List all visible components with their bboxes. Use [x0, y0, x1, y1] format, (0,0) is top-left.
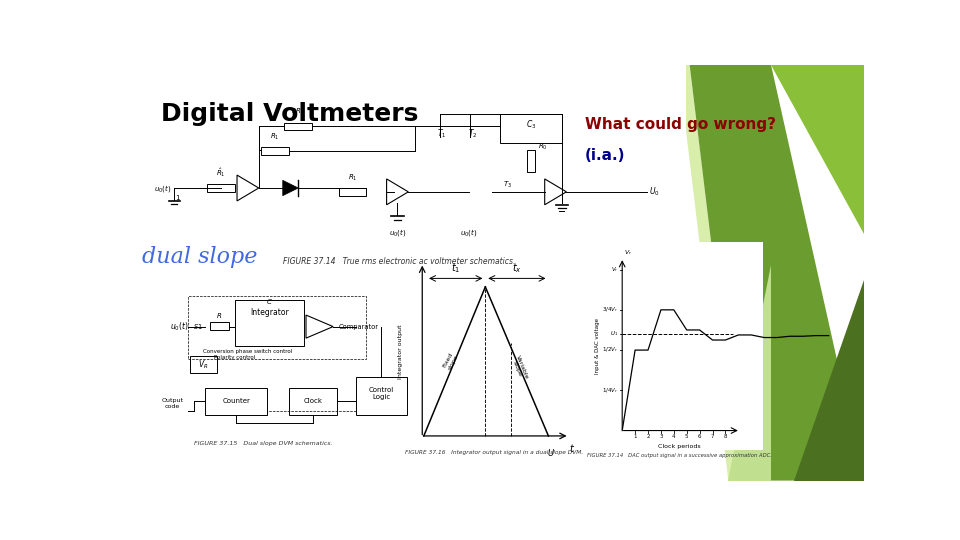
Text: $V_r$: $V_r$ [624, 248, 632, 256]
FancyBboxPatch shape [500, 114, 562, 143]
Text: 6: 6 [698, 434, 702, 440]
Text: 2: 2 [646, 434, 650, 440]
Text: $U$: $U$ [547, 447, 555, 458]
Text: Control
Logic: Control Logic [369, 387, 394, 400]
Text: $u_0(t)$: $u_0(t)$ [170, 320, 188, 333]
Text: dual slope: dual slope [142, 246, 257, 268]
Polygon shape [729, 265, 771, 481]
Polygon shape [283, 180, 299, 195]
Text: 8: 8 [724, 434, 727, 440]
Text: Integrator output: Integrator output [398, 324, 403, 379]
FancyBboxPatch shape [284, 123, 312, 130]
Polygon shape [771, 65, 864, 234]
Text: Digital Voltmeters: Digital Voltmeters [161, 102, 419, 126]
Text: Clock: Clock [303, 399, 323, 404]
Text: $u_0(t)$: $u_0(t)$ [154, 183, 171, 193]
Text: FIGURE 37.15   Dual slope DVM schematics.: FIGURE 37.15 Dual slope DVM schematics. [194, 441, 332, 446]
FancyBboxPatch shape [205, 388, 267, 415]
Text: Conversion phase switch control: Conversion phase switch control [204, 349, 293, 354]
Text: 7: 7 [710, 434, 714, 440]
Text: $R_0$: $R_0$ [539, 141, 548, 152]
FancyBboxPatch shape [190, 356, 217, 373]
Text: Polarity control: Polarity control [214, 355, 255, 360]
Text: 1: 1 [175, 195, 180, 201]
Text: 4: 4 [672, 434, 676, 440]
Polygon shape [794, 280, 864, 481]
Text: Input & DAC voltage: Input & DAC voltage [595, 318, 600, 374]
Text: $C_3$: $C_3$ [525, 119, 536, 131]
Text: FIGURE 37.14   DAC output signal in a successive approximation ADC.: FIGURE 37.14 DAC output signal in a succ… [588, 454, 772, 458]
Text: $U_1$: $U_1$ [611, 329, 618, 339]
Text: $R_1$: $R_1$ [271, 132, 279, 142]
Text: 5: 5 [685, 434, 688, 440]
Text: $R$: $R$ [216, 310, 223, 320]
Text: What could go wrong?: What could go wrong? [585, 117, 776, 132]
Text: $V_r$: $V_r$ [611, 265, 618, 274]
Polygon shape [544, 179, 566, 205]
Text: Counter: Counter [223, 399, 251, 404]
Text: $\hat{R}_1$: $\hat{R}_1$ [216, 166, 226, 179]
Text: $2R_1$: $2R_1$ [291, 107, 305, 117]
Text: 3: 3 [660, 434, 662, 440]
Text: FIGURE 37.16   Integrator output signal in a dual slope DVM.: FIGURE 37.16 Integrator output signal in… [405, 450, 583, 455]
Text: $T_2$: $T_2$ [468, 128, 477, 140]
Text: (i.a.): (i.a.) [585, 148, 626, 163]
Text: Comparator: Comparator [339, 323, 378, 329]
FancyBboxPatch shape [206, 184, 234, 192]
Text: $3/4V_r$: $3/4V_r$ [602, 306, 618, 314]
FancyBboxPatch shape [289, 388, 337, 415]
Polygon shape [387, 179, 408, 205]
Text: $u_0(t)$: $u_0(t)$ [389, 226, 406, 238]
FancyBboxPatch shape [234, 300, 304, 346]
Text: $T_3$: $T_3$ [503, 180, 512, 190]
Text: $R_1$: $R_1$ [348, 172, 357, 183]
Text: Clock periods: Clock periods [659, 444, 701, 449]
Text: $S1$: $S1$ [193, 322, 203, 331]
Polygon shape [740, 327, 864, 481]
FancyBboxPatch shape [210, 322, 229, 330]
Text: $U_0$: $U_0$ [649, 186, 660, 198]
Text: Integrator: Integrator [251, 308, 289, 317]
Text: $V_R$: $V_R$ [198, 358, 208, 370]
FancyBboxPatch shape [120, 65, 685, 481]
Text: 1: 1 [634, 434, 636, 440]
FancyBboxPatch shape [356, 377, 407, 415]
Text: $t$: $t$ [568, 442, 575, 454]
Text: Variable
slope: Variable slope [510, 354, 530, 382]
Polygon shape [678, 65, 740, 481]
Text: $t_1$: $t_1$ [451, 261, 461, 275]
FancyBboxPatch shape [339, 188, 367, 195]
Text: $1/4V_r$: $1/4V_r$ [602, 386, 618, 395]
FancyBboxPatch shape [261, 147, 289, 155]
FancyBboxPatch shape [527, 150, 535, 172]
Text: Output
code: Output code [161, 398, 183, 409]
Text: $u_0(t)$: $u_0(t)$ [460, 226, 477, 238]
Polygon shape [689, 65, 864, 481]
Text: FIGURE 37.14   True rms electronic ac voltmeter schematics.: FIGURE 37.14 True rms electronic ac volt… [283, 256, 516, 266]
Text: $1/2V_r$: $1/2V_r$ [602, 346, 618, 354]
Polygon shape [306, 315, 333, 338]
Text: Fixed
slope: Fixed slope [443, 352, 460, 372]
Text: $C$: $C$ [266, 296, 273, 306]
Text: $t_x$: $t_x$ [512, 261, 522, 275]
FancyBboxPatch shape [596, 242, 763, 450]
Polygon shape [237, 175, 259, 201]
Text: $T_1$: $T_1$ [437, 128, 446, 140]
